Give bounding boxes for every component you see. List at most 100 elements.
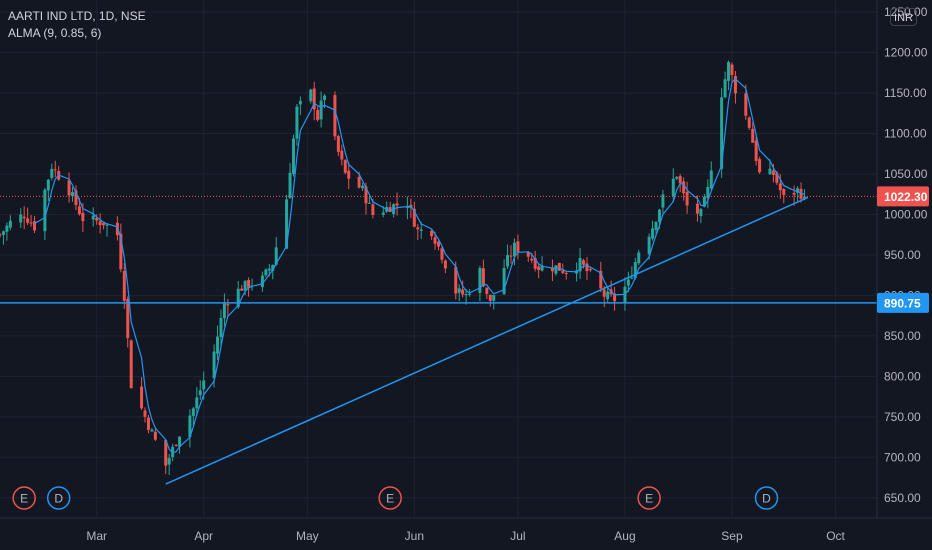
earnings-badge[interactable]: E xyxy=(12,486,36,510)
price-tick-label: 1150.00 xyxy=(884,86,927,100)
candle-body xyxy=(747,117,751,128)
time-tick-label: Jun xyxy=(405,529,424,543)
candle-body xyxy=(119,233,123,270)
candle-body xyxy=(651,228,655,239)
candle-body xyxy=(67,180,71,196)
trendline[interactable] xyxy=(165,196,809,485)
candle-body xyxy=(443,260,447,269)
candle-body xyxy=(464,294,468,296)
price-tick-label: 850.00 xyxy=(884,329,921,343)
candle-body xyxy=(723,79,727,98)
candle-body xyxy=(606,291,610,300)
candle-body xyxy=(671,178,675,197)
candle-body xyxy=(626,279,630,286)
candle-body xyxy=(122,270,126,301)
candle-body xyxy=(775,172,779,183)
candle-body xyxy=(554,265,558,274)
candle-body xyxy=(796,188,800,193)
dividend-badge[interactable]: D xyxy=(754,486,779,510)
candle-body xyxy=(188,415,192,438)
badge-letter: D xyxy=(54,492,63,506)
candle-body xyxy=(98,221,102,226)
candle-body xyxy=(437,241,440,247)
candle-body xyxy=(340,150,344,160)
candle-body xyxy=(274,247,278,265)
candle-body xyxy=(561,270,565,273)
candle-body xyxy=(81,212,85,222)
candle-body xyxy=(319,100,323,120)
candle-body xyxy=(267,268,271,271)
candle-body xyxy=(478,267,482,293)
chart-legend: AARTI IND LTD, 1D, NSE ALMA (9, 0.85, 6) xyxy=(8,8,146,42)
candle-body xyxy=(164,440,168,466)
candle-body xyxy=(1,231,5,235)
candle-body xyxy=(588,269,592,271)
time-tick-label: Apr xyxy=(194,529,213,543)
candle-body xyxy=(316,110,320,120)
candle-body xyxy=(129,340,133,389)
candle-body xyxy=(371,204,375,215)
candle-body xyxy=(695,203,699,214)
candle-body xyxy=(143,410,147,417)
candle-body xyxy=(140,386,144,409)
time-tick-label: May xyxy=(296,529,319,543)
current-price-label-text: 1022.30 xyxy=(884,190,928,204)
candle-body xyxy=(174,444,178,446)
candle-body xyxy=(226,304,230,306)
candle-body xyxy=(105,224,109,226)
badge-letter: E xyxy=(20,492,28,506)
time-tick-label: Aug xyxy=(614,529,635,543)
candle-body xyxy=(46,179,50,191)
candle-body xyxy=(564,273,568,275)
candle-body xyxy=(333,95,337,137)
horizontal-line-label-text: 890.75 xyxy=(884,296,921,310)
candle-body xyxy=(150,429,154,432)
earnings-badge[interactable]: E xyxy=(637,486,661,510)
candle-body xyxy=(602,289,606,297)
candle-body xyxy=(74,190,78,206)
candle-body xyxy=(758,159,762,173)
candle-body xyxy=(647,236,651,255)
candle-body xyxy=(336,136,340,152)
candle-body xyxy=(675,176,679,179)
candle-body xyxy=(530,258,534,261)
candle-body xyxy=(295,106,299,139)
candle-body xyxy=(216,336,220,354)
candle-body xyxy=(202,380,206,390)
candle-body xyxy=(357,176,361,188)
candle-body xyxy=(771,170,775,175)
candle-body xyxy=(727,62,731,81)
candle-body xyxy=(792,192,796,195)
candle-body xyxy=(412,208,416,227)
badge-circle xyxy=(637,486,661,510)
candle-body xyxy=(512,242,516,257)
candle-body xyxy=(492,295,496,301)
currency-button[interactable]: INR xyxy=(890,8,917,26)
candle-body xyxy=(557,262,561,271)
dividend-badge[interactable]: D xyxy=(46,486,71,510)
candle-body xyxy=(550,267,554,272)
candle-body xyxy=(347,170,351,179)
badge-circle xyxy=(754,486,779,510)
candle-body xyxy=(77,206,81,215)
candle-body xyxy=(613,293,617,302)
candle-body xyxy=(388,207,392,213)
candle-body xyxy=(506,255,510,267)
earnings-badge[interactable]: E xyxy=(378,486,402,510)
candle-body xyxy=(702,196,706,207)
candle-body xyxy=(485,287,489,294)
candle-body xyxy=(419,229,423,231)
candle-body xyxy=(195,397,199,409)
candle-body xyxy=(361,185,365,189)
time-axis[interactable]: Mar Apr May Jun Jul Aug Sep Oct xyxy=(0,517,932,543)
indicator-title: ALMA (9, 0.85, 6) xyxy=(8,26,102,40)
candle-body xyxy=(657,209,661,222)
candle-body xyxy=(578,257,582,272)
candle-body xyxy=(661,194,665,208)
price-tick-label: 1200.00 xyxy=(884,46,928,60)
candle-body xyxy=(53,169,57,171)
candle-body xyxy=(744,93,748,116)
candle-body xyxy=(243,280,247,291)
